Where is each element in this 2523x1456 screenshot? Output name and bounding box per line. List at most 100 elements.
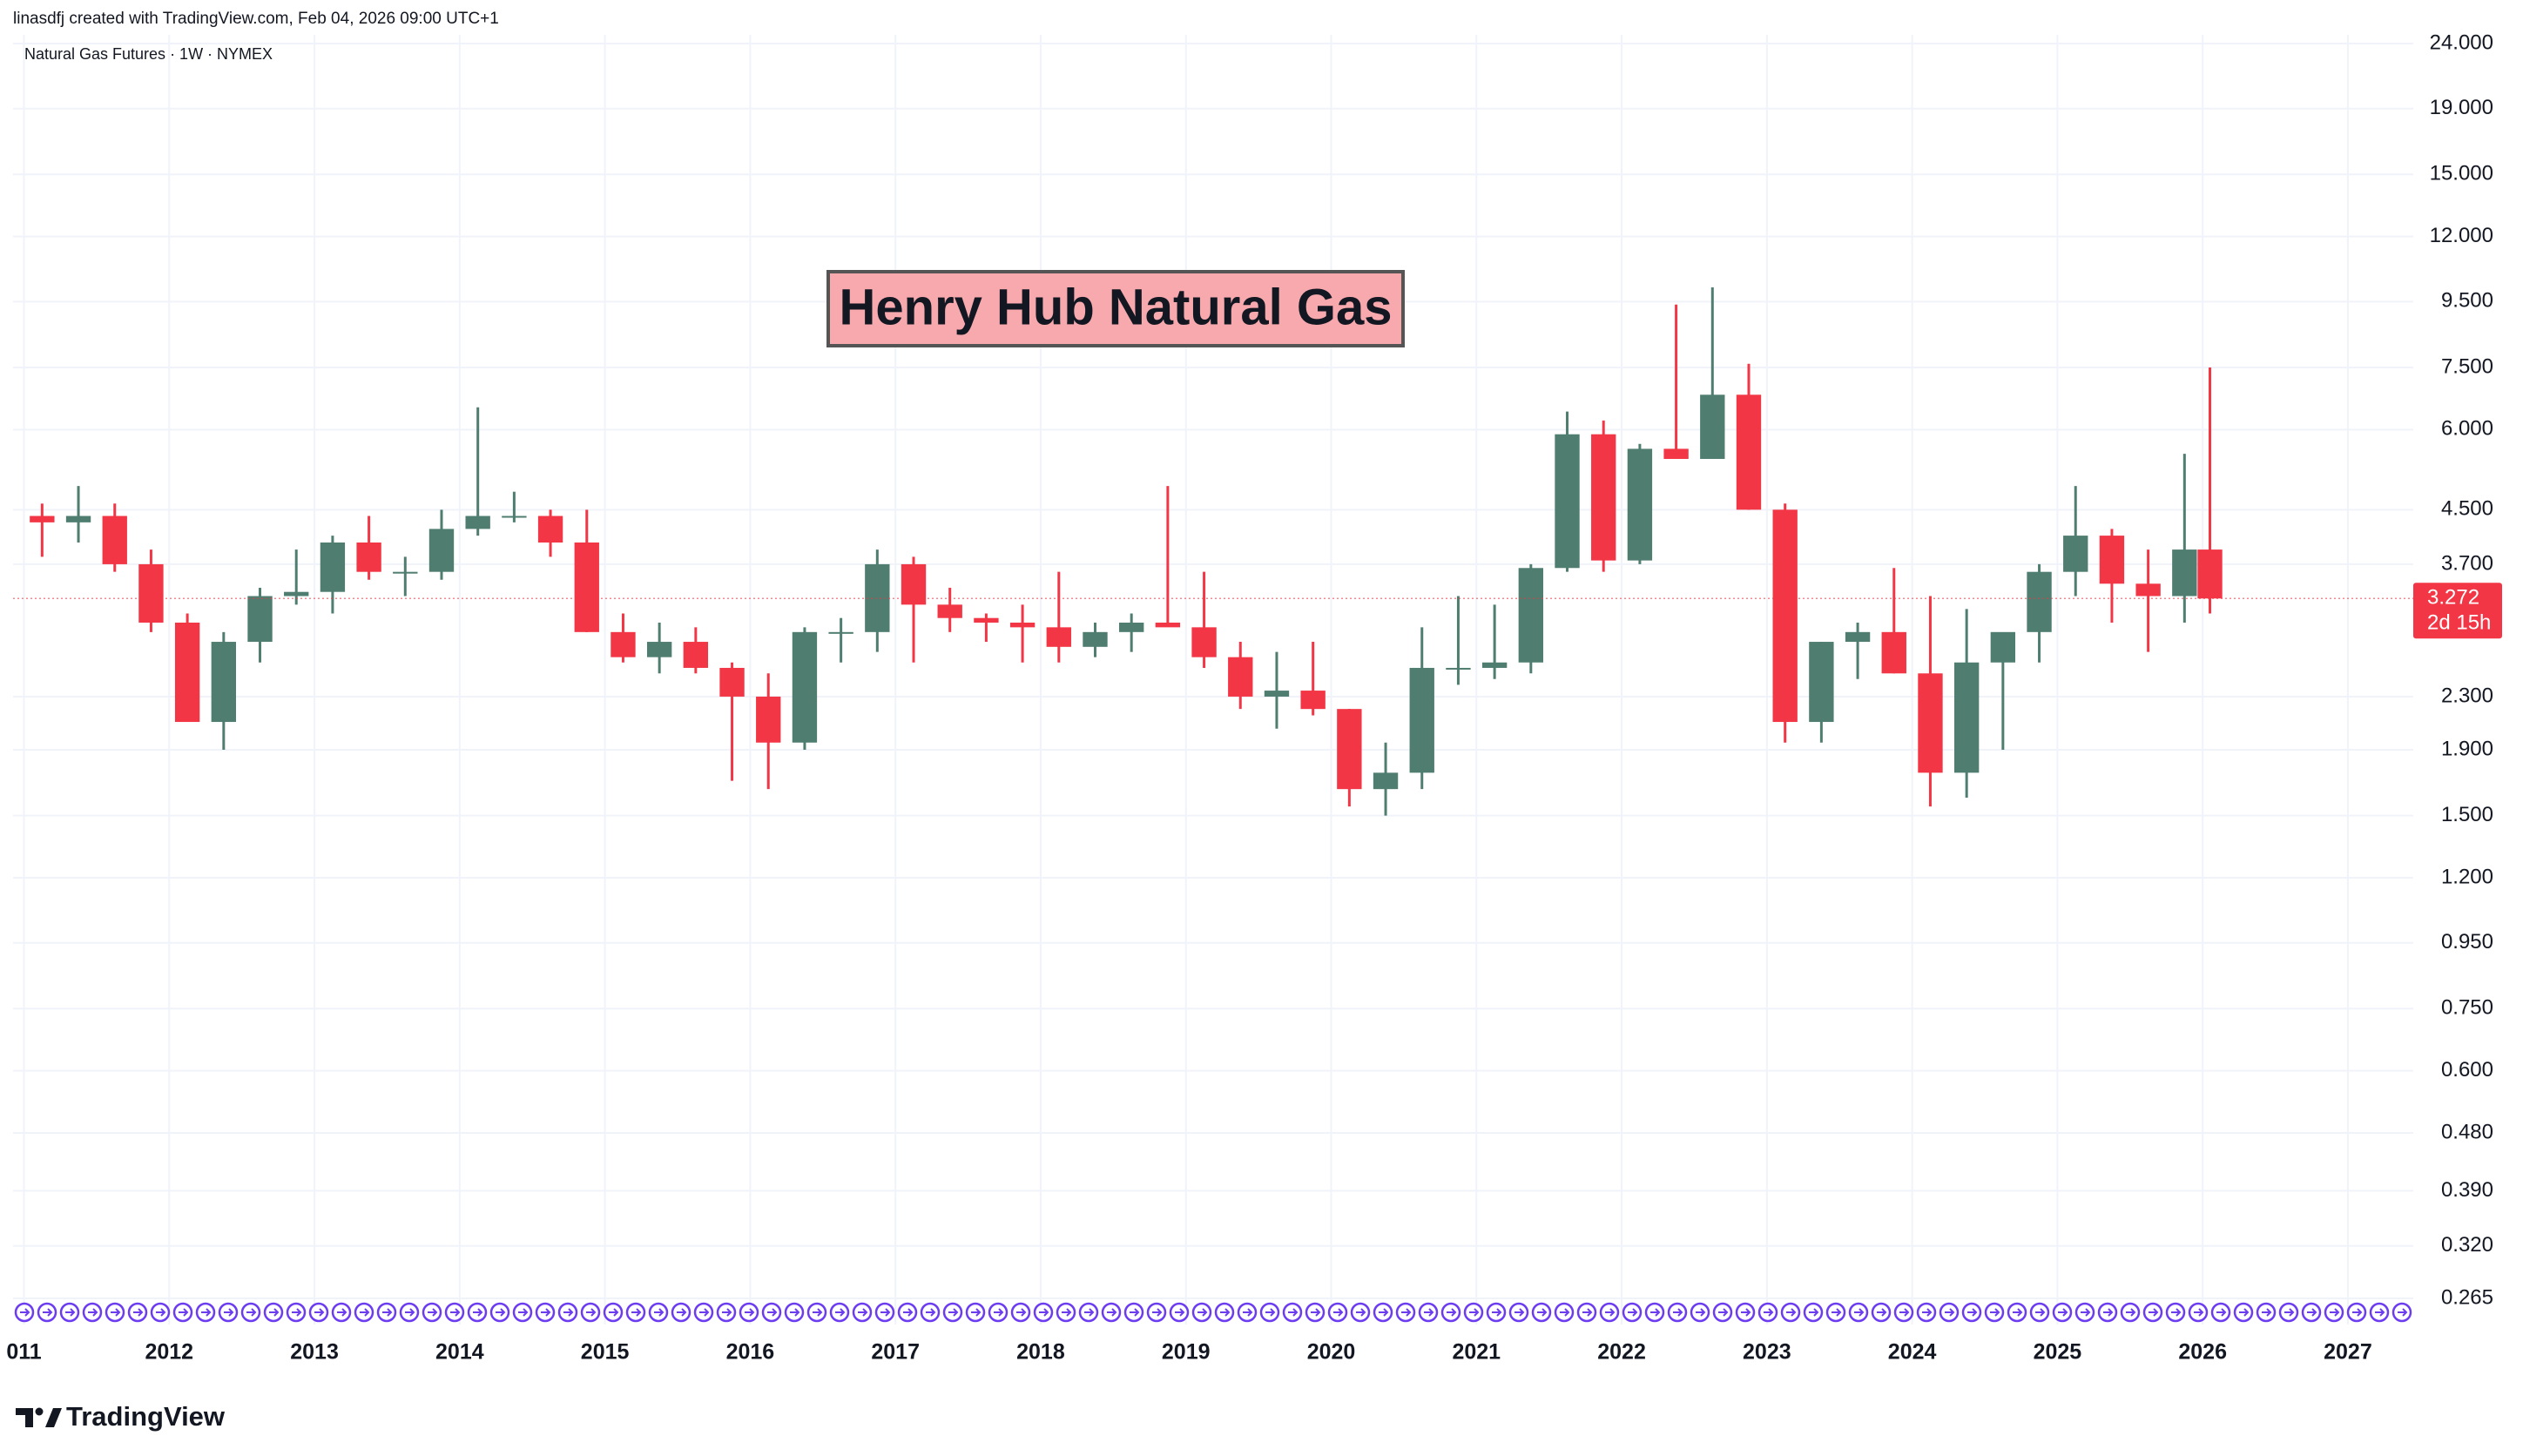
- candle-body: [611, 631, 636, 657]
- y-tick-label: 24.000: [2430, 30, 2493, 54]
- x-tick-label: 2023: [1743, 1340, 1791, 1365]
- candle-body: [719, 667, 745, 697]
- y-tick-label: 0.600: [2441, 1058, 2493, 1082]
- candle-body: [1300, 691, 1326, 710]
- y-tick-label: 1.200: [2441, 865, 2493, 888]
- x-tick-label: 2015: [581, 1340, 630, 1365]
- candle-body: [356, 542, 381, 572]
- y-tick-label: 2.300: [2441, 684, 2493, 707]
- y-tick-label: 15.000: [2430, 162, 2493, 185]
- candle-body: [1736, 394, 1762, 510]
- last-price: 3.272: [2427, 586, 2479, 610]
- x-tick-label: 2021: [1452, 1340, 1501, 1365]
- candle-body: [828, 631, 853, 634]
- candle-body: [937, 604, 962, 618]
- candle-body: [1155, 622, 1181, 628]
- candle-body: [2172, 549, 2197, 597]
- candles: [30, 286, 2223, 816]
- x-tick-label: 2022: [1597, 1340, 1646, 1365]
- candle-body: [1409, 667, 1434, 773]
- x-tick-label: 2026: [2178, 1340, 2227, 1365]
- candle-body: [1772, 509, 1798, 723]
- candle-body: [2099, 536, 2125, 584]
- x-tick-label: 2014: [435, 1340, 484, 1365]
- candle-body: [2027, 571, 2052, 632]
- annotation-box: [826, 270, 1405, 347]
- candle-body: [1663, 448, 1689, 460]
- candle-body: [646, 642, 672, 657]
- session-markers: [13, 1300, 2413, 1325]
- candle-body: [502, 516, 527, 518]
- x-tick-label: 2025: [2034, 1340, 2082, 1365]
- y-tick-label: 12.000: [2430, 224, 2493, 247]
- last-price-box: [2413, 583, 2502, 639]
- candle-body: [1337, 709, 1362, 790]
- candle-body: [1083, 631, 1108, 647]
- y-tick-label: 7.500: [2441, 354, 2493, 378]
- candle-body: [30, 516, 55, 522]
- candle-body: [1373, 772, 1399, 790]
- candle-body: [1591, 434, 1616, 561]
- x-tick-label: 2027: [2324, 1340, 2372, 1365]
- candle-body: [1518, 568, 1544, 663]
- candle-body: [284, 591, 309, 597]
- candle-body: [465, 516, 490, 529]
- y-tick-label: 0.750: [2441, 996, 2493, 1020]
- y-tick-label: 0.480: [2441, 1120, 2493, 1143]
- x-tick-label: 011: [6, 1340, 41, 1365]
- x-tick-label: 2016: [726, 1340, 775, 1365]
- x-tick-label: 2013: [290, 1340, 339, 1365]
- candle-body: [1918, 673, 1943, 773]
- y-tick-label: 19.000: [2430, 96, 2493, 119]
- candle-body: [756, 696, 781, 743]
- grid: [13, 35, 2413, 1325]
- y-tick-label: 0.320: [2441, 1233, 2493, 1257]
- candle-body: [2063, 536, 2088, 572]
- candle-body: [65, 516, 91, 522]
- candle-body: [1990, 631, 2016, 663]
- y-tick-label: 6.000: [2441, 417, 2493, 441]
- y-tick-label: 9.500: [2441, 289, 2493, 313]
- candle-body: [1627, 448, 1653, 561]
- x-tick-label: 2020: [1307, 1340, 1356, 1365]
- candle-body: [901, 563, 927, 605]
- y-tick-label: 1.500: [2441, 803, 2493, 826]
- candle-body: [174, 622, 200, 723]
- annotation: Henry Hub Natural Gas: [840, 279, 1393, 335]
- candle-body: [1009, 622, 1036, 628]
- candle-body: [1881, 631, 1906, 674]
- candle-body: [574, 542, 599, 632]
- candle-body: [1700, 394, 1725, 460]
- x-tick-label: 2018: [1016, 1340, 1065, 1365]
- candle-body: [974, 617, 999, 623]
- chart-title: Natural Gas Futures · 1W · NYMEX: [24, 45, 273, 63]
- candle-body: [428, 529, 455, 572]
- candle-body: [1845, 631, 1871, 643]
- candle-body: [102, 516, 127, 564]
- x-tick-label: 2019: [1162, 1340, 1211, 1365]
- candle-body: [1228, 657, 1253, 697]
- candle-body: [1046, 627, 1071, 647]
- candle-body: [1191, 627, 1217, 657]
- countdown: 2d 15h: [2427, 611, 2491, 635]
- candle-body: [138, 563, 164, 623]
- y-tick-label: 0.950: [2441, 930, 2493, 954]
- candle-body: [1264, 691, 1290, 697]
- candle-body: [1953, 662, 1980, 773]
- candle-body: [1446, 667, 1471, 670]
- candle-body: [537, 516, 563, 543]
- candle-body: [1481, 662, 1508, 668]
- x-tick-label: 2012: [145, 1340, 193, 1365]
- candle-body: [792, 631, 818, 743]
- brand: TradingView: [66, 1401, 226, 1432]
- candle-body: [211, 642, 237, 723]
- candle-body: [865, 563, 890, 632]
- candle-body: [320, 542, 346, 592]
- x-tick-label: 2024: [1888, 1340, 1937, 1365]
- candle-body: [1119, 622, 1144, 632]
- candle-body: [1809, 642, 1834, 723]
- candle-body: [1555, 434, 1580, 569]
- y-tick-label: 0.265: [2441, 1285, 2493, 1309]
- candle-body: [2135, 583, 2161, 597]
